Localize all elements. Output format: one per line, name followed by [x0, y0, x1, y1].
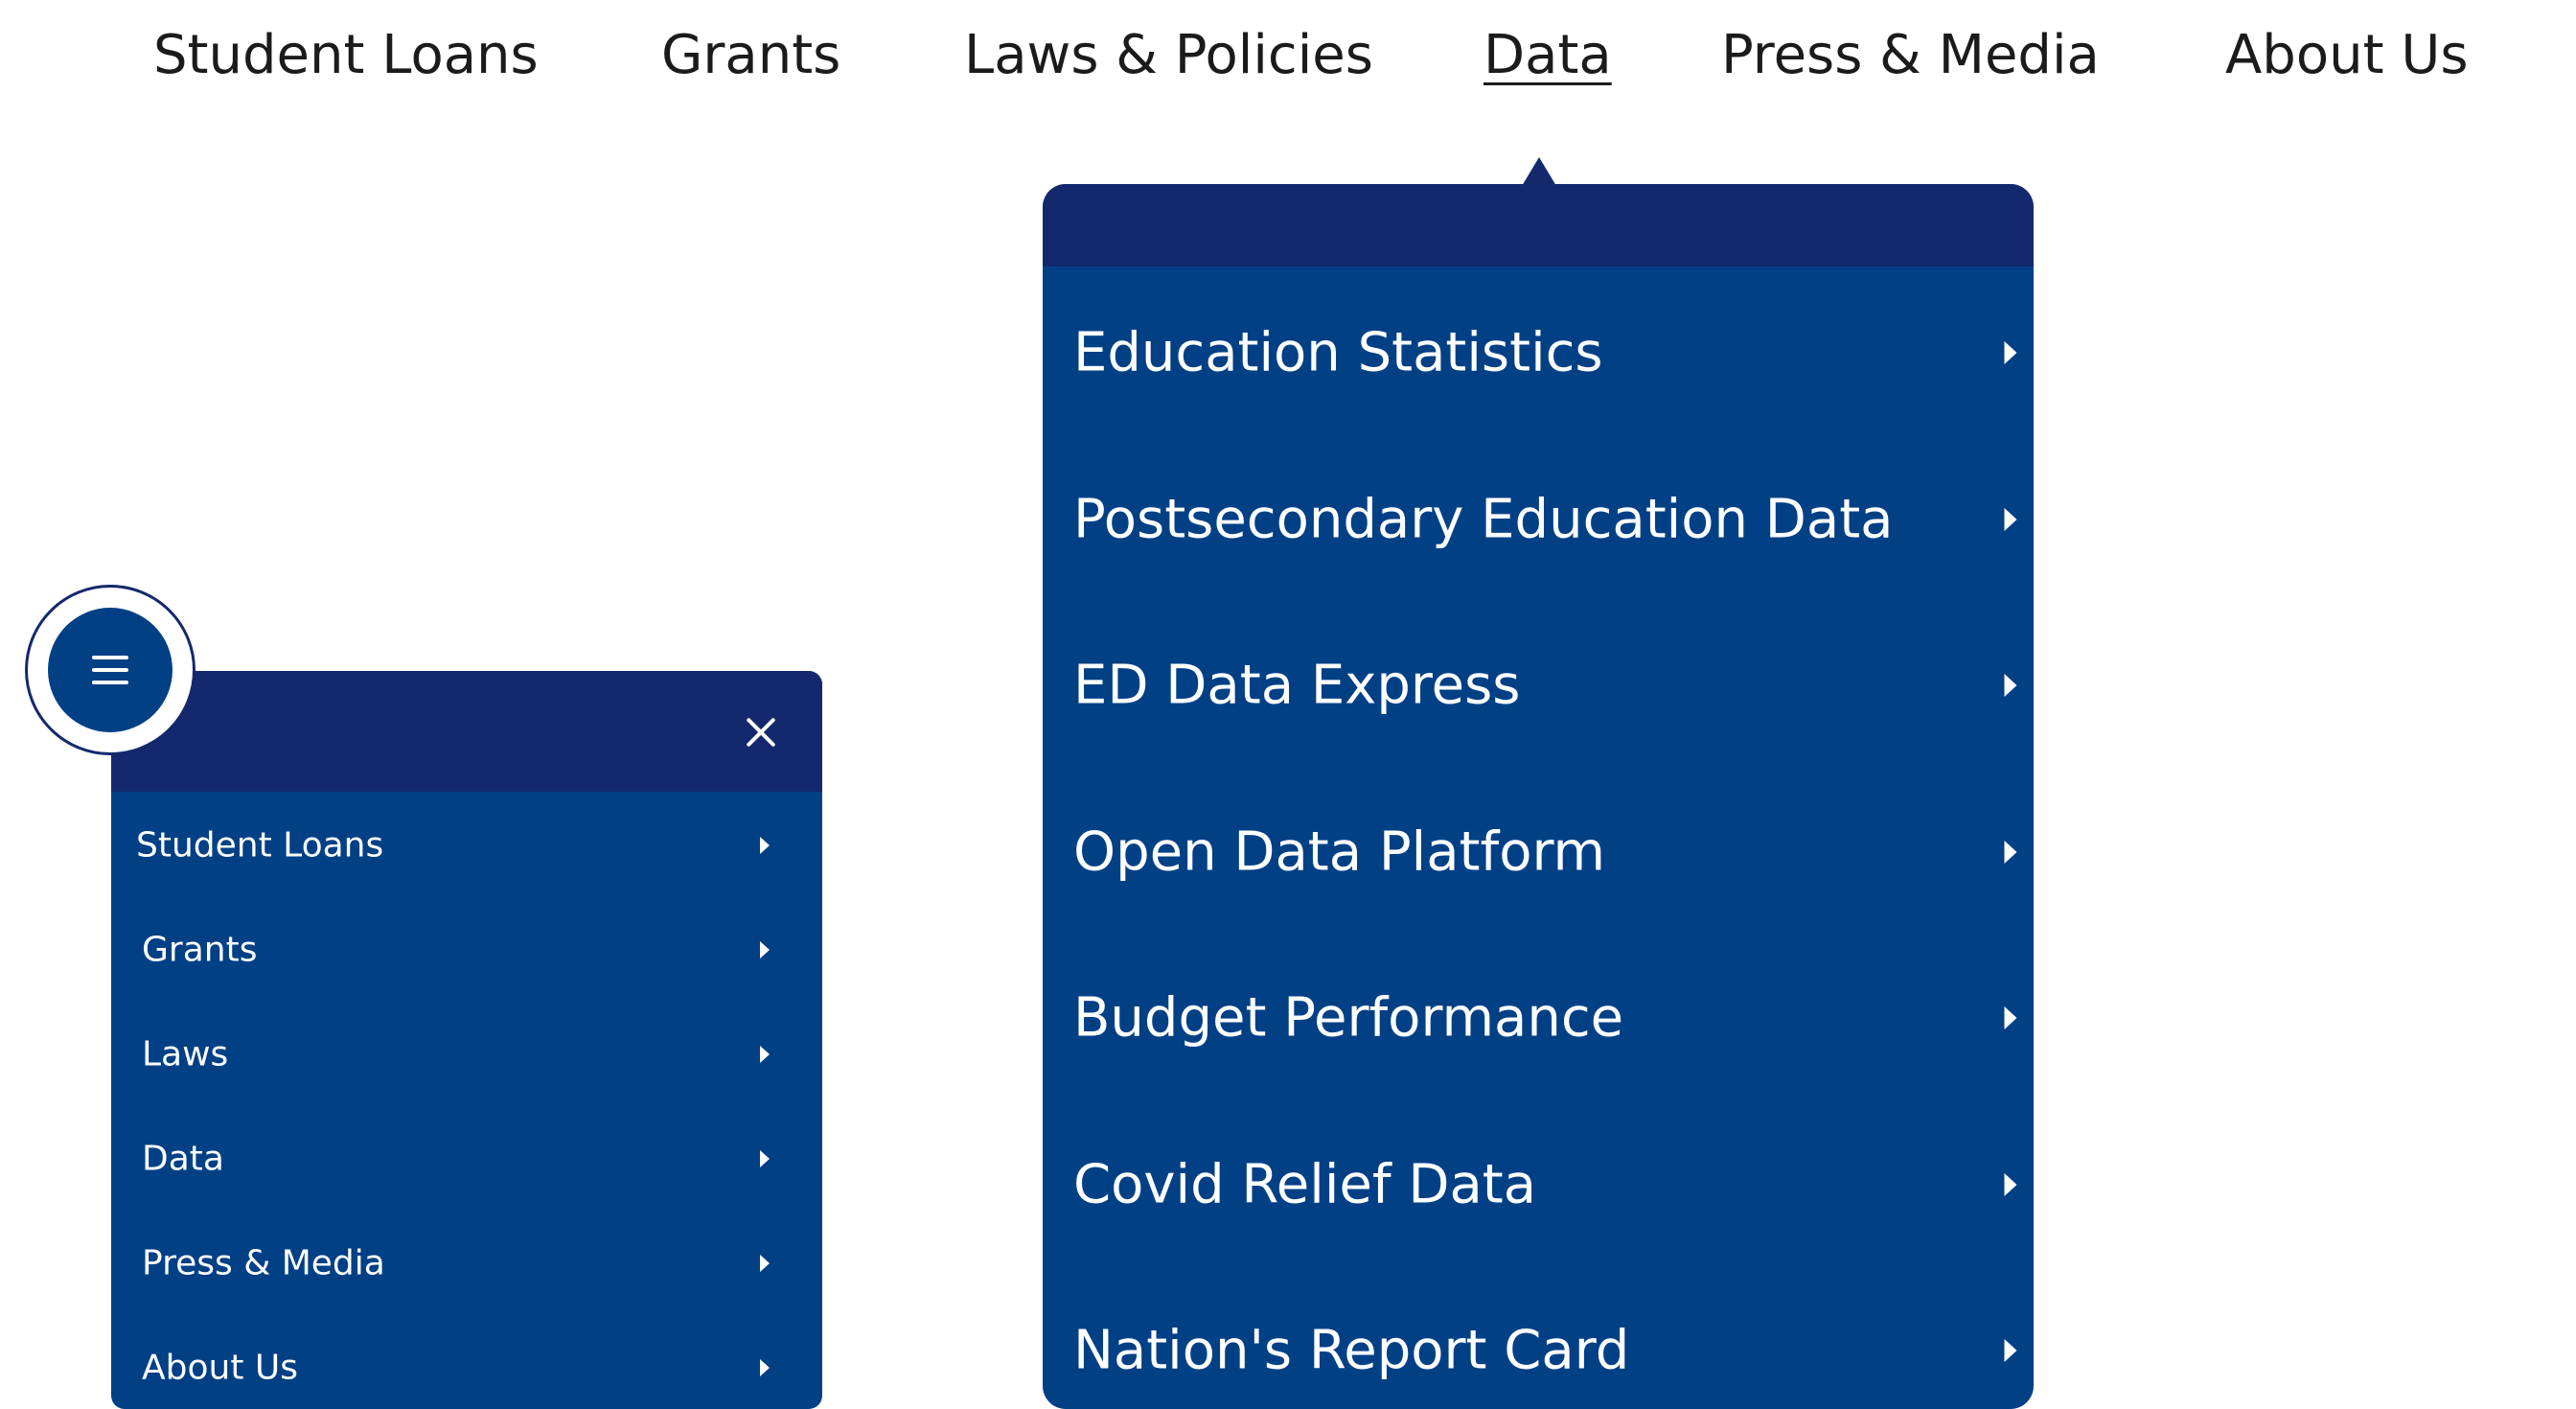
caret-right-icon	[760, 1358, 770, 1376]
dropdown-item-nations-report-card[interactable]: Nation's Report Card	[1043, 1268, 2034, 1409]
dropdown-item-label: Nation's Report Card	[1073, 1319, 1630, 1382]
caret-right-icon	[2004, 1173, 2017, 1196]
mobile-menu-item-data[interactable]: Data	[111, 1106, 822, 1211]
dropdown-item-covid-relief-data[interactable]: Covid Relief Data	[1043, 1102, 2034, 1267]
caret-right-icon	[2004, 841, 2017, 864]
caret-right-icon	[760, 1149, 770, 1167]
mobile-menu-item-about-us[interactable]: About Us	[111, 1315, 822, 1409]
close-icon[interactable]	[742, 713, 780, 751]
dropdown-item-label: Open Data Platform	[1073, 820, 1606, 884]
mobile-menu-item-press-media[interactable]: Press & Media	[111, 1211, 822, 1315]
data-dropdown-menu: Education Statistics Postsecondary Educa…	[1043, 184, 2034, 1409]
dropdown-header	[1043, 184, 2034, 266]
caret-right-icon	[2004, 1006, 2017, 1029]
dropdown-item-education-statistics[interactable]: Education Statistics	[1043, 270, 2034, 435]
dropdown-item-label: Budget Performance	[1073, 986, 1624, 1050]
dropdown-item-budget-performance[interactable]: Budget Performance	[1043, 935, 2034, 1100]
dropdown-pointer	[1522, 157, 1556, 186]
mobile-menu-item-student-loans[interactable]: Student Loans	[111, 793, 822, 897]
mobile-menu-header	[111, 671, 822, 792]
dropdown-item-label: Covid Relief Data	[1073, 1153, 1537, 1216]
nav-link-data[interactable]: Data	[1484, 24, 1612, 86]
hamburger-menu-button[interactable]	[25, 585, 196, 755]
caret-right-icon	[760, 1045, 770, 1063]
dropdown-item-postsecondary-education-data[interactable]: Postsecondary Education Data	[1043, 437, 2034, 602]
mobile-menu-item-label: Student Loans	[136, 825, 384, 865]
top-navigation: Student Loans Grants Laws & Policies Dat…	[0, 0, 2576, 125]
caret-right-icon	[760, 836, 770, 854]
caret-right-icon	[2004, 674, 2017, 697]
mobile-menu-item-laws[interactable]: Laws	[111, 1002, 822, 1106]
nav-link-student-loans[interactable]: Student Loans	[153, 24, 539, 86]
dropdown-item-label: ED Data Express	[1073, 654, 1521, 717]
nav-link-about-us[interactable]: About Us	[2225, 24, 2469, 86]
caret-right-icon	[2004, 1339, 2017, 1362]
nav-link-press-media[interactable]: Press & Media	[1721, 24, 2100, 86]
caret-right-icon	[760, 1254, 770, 1272]
nav-link-laws-policies[interactable]: Laws & Policies	[964, 24, 1373, 86]
hamburger-icon	[92, 656, 128, 684]
mobile-menu-item-label: Grants	[142, 930, 258, 969]
mobile-menu-item-label: Laws	[142, 1034, 229, 1074]
mobile-menu-item-grants[interactable]: Grants	[111, 897, 822, 1002]
dropdown-item-open-data-platform[interactable]: Open Data Platform	[1043, 770, 2034, 935]
hamburger-button-circle	[48, 608, 172, 732]
dropdown-item-label: Education Statistics	[1073, 321, 1603, 384]
caret-right-icon	[2004, 508, 2017, 531]
caret-right-icon	[760, 940, 770, 959]
mobile-menu-item-label: Data	[142, 1139, 224, 1178]
nav-link-grants[interactable]: Grants	[661, 24, 841, 86]
mobile-menu-panel: Student Loans Grants Laws Data Press & M…	[111, 671, 822, 1409]
caret-right-icon	[2004, 341, 2017, 364]
mobile-menu-item-label: Press & Media	[142, 1243, 385, 1282]
dropdown-item-label: Postsecondary Education Data	[1073, 488, 1894, 551]
mobile-menu-item-label: About Us	[142, 1348, 298, 1387]
dropdown-item-ed-data-express[interactable]: ED Data Express	[1043, 603, 2034, 768]
